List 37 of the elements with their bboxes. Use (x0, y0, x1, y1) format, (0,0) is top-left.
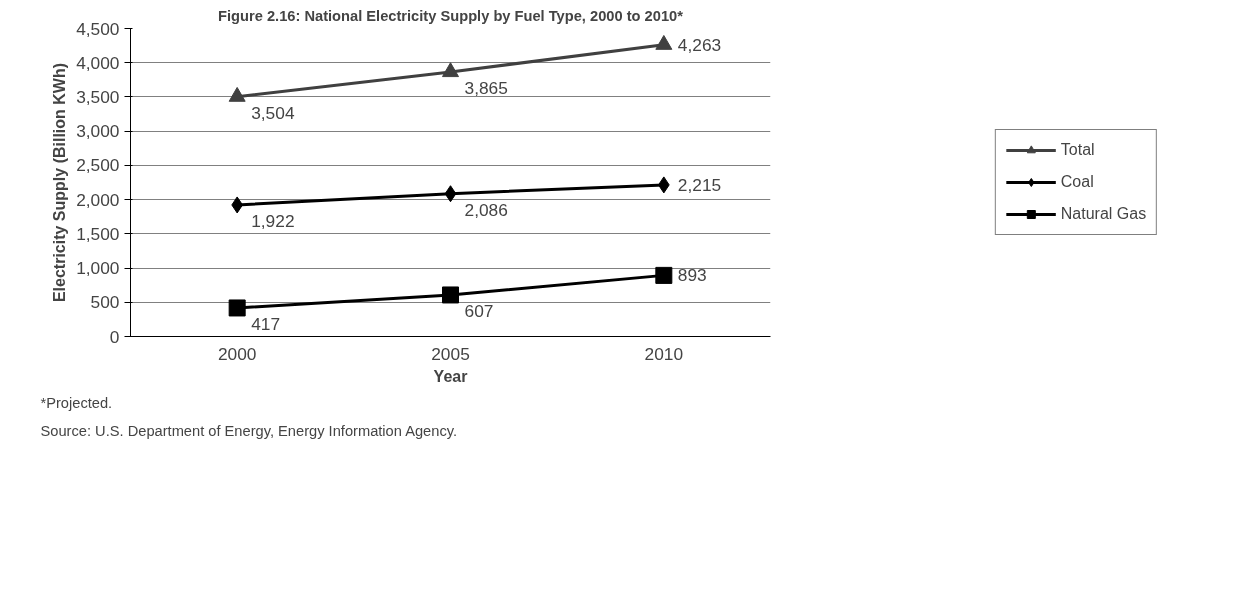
point (655, 34, 673, 50)
y-tick-label: 3,500 (76, 86, 120, 107)
text: *Projected. (40, 394, 113, 411)
x-tick-label: 2005 (431, 343, 470, 364)
data-label: 607 (464, 300, 494, 321)
point (442, 286, 459, 304)
y-tick-label: 2,000 (76, 189, 120, 210)
data-label: 417 (251, 313, 281, 334)
data-label: 893 (677, 265, 707, 286)
y-tick-label: 500 (90, 292, 120, 313)
data-label: 4,263 (677, 34, 722, 55)
y-tick-label: 4,000 (76, 52, 120, 73)
point (655, 266, 673, 284)
legend-label: Coal (1060, 173, 1094, 191)
y-tick-label: 2,500 (76, 155, 120, 176)
y-tick-label: 3,000 (76, 121, 120, 142)
chart-title: Figure 2.16: National Electricity Supply by Fuel Type, 2000 to 2010* (218, 7, 684, 24)
y-tick-label: 4,500 (76, 18, 120, 39)
data-label: 2,215 (677, 174, 722, 195)
y-tick-label: 1,000 (76, 258, 120, 279)
point (228, 86, 246, 102)
data-label: 3,865 (464, 77, 508, 98)
point (444, 185, 457, 203)
legend-label: Total (1060, 141, 1095, 159)
data-label: 1,922 (251, 210, 295, 231)
point (228, 299, 246, 317)
x-tick-label: 2000 (217, 343, 257, 364)
source-note: Source: U.S. Department of Energy, Energy Information Agency. (40, 422, 458, 439)
y-tick-label: 1,500 (76, 223, 120, 244)
x-axis-title: Year (433, 367, 468, 385)
data-label: 2,086 (464, 199, 508, 220)
y-tick-label: 0 (109, 326, 120, 347)
data-label: 3,504 (251, 102, 295, 123)
y-axis-title: Electricity Supply (Billion KWh) (51, 62, 69, 303)
point (442, 62, 459, 78)
legend-label: Natural Gas (1060, 205, 1147, 223)
x-tick-label: 2010 (644, 343, 684, 364)
